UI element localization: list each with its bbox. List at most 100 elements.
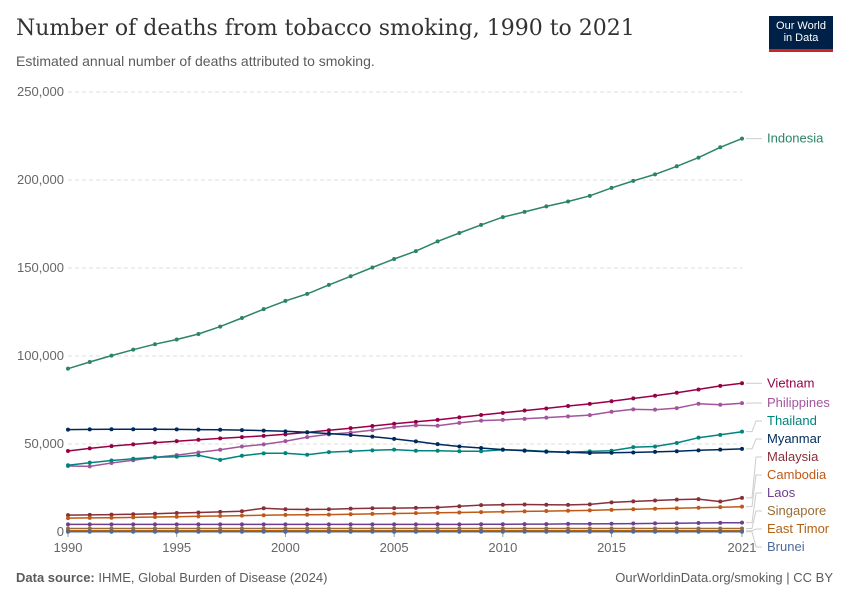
data-point-myanmar[interactable]	[283, 429, 288, 434]
data-point-malaysia[interactable]	[479, 503, 484, 508]
data-point-malaysia[interactable]	[131, 512, 136, 517]
data-point-cambodia[interactable]	[283, 512, 288, 517]
data-point-indonesia[interactable]	[609, 185, 614, 190]
data-point-myanmar[interactable]	[261, 428, 266, 433]
data-point-indonesia[interactable]	[674, 164, 679, 169]
data-point-malaysia[interactable]	[261, 506, 266, 511]
data-point-brunei[interactable]	[283, 529, 288, 534]
data-point-myanmar[interactable]	[457, 444, 462, 449]
data-point-indonesia[interactable]	[152, 342, 157, 347]
data-point-indonesia[interactable]	[479, 222, 484, 227]
data-point-philippines[interactable]	[413, 423, 418, 428]
series-label-philippines[interactable]: Philippines	[767, 395, 830, 410]
data-point-vietnam[interactable]	[348, 426, 353, 431]
data-point-cambodia[interactable]	[239, 513, 244, 518]
data-point-philippines[interactable]	[435, 423, 440, 428]
data-point-vietnam[interactable]	[696, 387, 701, 392]
data-point-myanmar[interactable]	[479, 446, 484, 451]
data-point-cambodia[interactable]	[696, 505, 701, 510]
data-point-philippines[interactable]	[696, 401, 701, 406]
credit-link[interactable]: OurWorldinData.org/smoking | CC BY	[615, 570, 833, 585]
data-point-malaysia[interactable]	[174, 510, 179, 515]
data-point-laos[interactable]	[326, 522, 331, 527]
data-point-cambodia[interactable]	[305, 512, 310, 517]
data-point-vietnam[interactable]	[239, 435, 244, 440]
data-point-malaysia[interactable]	[674, 497, 679, 502]
data-point-brunei[interactable]	[500, 529, 505, 534]
data-point-indonesia[interactable]	[544, 204, 549, 209]
data-point-philippines[interactable]	[196, 450, 201, 455]
data-point-cambodia[interactable]	[326, 512, 331, 517]
data-point-myanmar[interactable]	[152, 427, 157, 432]
data-point-brunei[interactable]	[413, 529, 418, 534]
data-point-thailand[interactable]	[370, 448, 375, 453]
data-point-cambodia[interactable]	[587, 508, 592, 513]
data-point-thailand[interactable]	[131, 456, 136, 461]
series-label-indonesia[interactable]: Indonesia	[767, 131, 824, 146]
data-point-vietnam[interactable]	[283, 432, 288, 437]
data-point-brunei[interactable]	[152, 529, 157, 534]
data-point-vietnam[interactable]	[609, 399, 614, 404]
data-point-vietnam[interactable]	[326, 428, 331, 433]
data-point-brunei[interactable]	[653, 529, 658, 534]
data-point-myanmar[interactable]	[131, 427, 136, 432]
data-point-vietnam[interactable]	[631, 396, 636, 401]
data-point-malaysia[interactable]	[218, 509, 223, 514]
data-point-laos[interactable]	[457, 522, 462, 527]
data-point-brunei[interactable]	[326, 529, 331, 534]
data-point-myanmar[interactable]	[566, 450, 571, 455]
data-point-cambodia[interactable]	[370, 511, 375, 516]
data-point-vietnam[interactable]	[718, 383, 723, 388]
data-point-cambodia[interactable]	[653, 506, 658, 511]
data-point-laos[interactable]	[696, 521, 701, 526]
data-point-myanmar[interactable]	[174, 427, 179, 432]
data-point-laos[interactable]	[196, 522, 201, 527]
data-point-myanmar[interactable]	[218, 427, 223, 432]
data-point-cambodia[interactable]	[66, 516, 70, 521]
data-point-vietnam[interactable]	[479, 412, 484, 417]
data-point-philippines[interactable]	[522, 416, 527, 421]
data-point-thailand[interactable]	[218, 457, 223, 462]
data-point-laos[interactable]	[587, 521, 592, 526]
data-point-malaysia[interactable]	[392, 506, 397, 511]
data-point-malaysia[interactable]	[696, 497, 701, 502]
data-point-brunei[interactable]	[587, 529, 592, 534]
data-point-myanmar[interactable]	[544, 449, 549, 454]
data-point-vietnam[interactable]	[218, 436, 223, 441]
source-text[interactable]: IHME, Global Burden of Disease (2024)	[98, 570, 328, 585]
data-point-indonesia[interactable]	[566, 199, 571, 204]
data-point-brunei[interactable]	[131, 529, 136, 534]
data-point-brunei[interactable]	[261, 529, 266, 534]
series-label-east-timor[interactable]: East Timor	[767, 521, 830, 536]
data-point-myanmar[interactable]	[66, 427, 70, 432]
data-point-malaysia[interactable]	[326, 507, 331, 512]
data-point-malaysia[interactable]	[566, 502, 571, 507]
data-point-philippines[interactable]	[239, 444, 244, 449]
data-point-vietnam[interactable]	[544, 406, 549, 411]
data-point-malaysia[interactable]	[457, 504, 462, 509]
data-point-brunei[interactable]	[674, 529, 679, 534]
data-point-malaysia[interactable]	[500, 502, 505, 507]
data-point-malaysia[interactable]	[109, 512, 114, 517]
data-point-indonesia[interactable]	[348, 274, 353, 279]
data-point-malaysia[interactable]	[718, 499, 723, 504]
data-point-myanmar[interactable]	[696, 448, 701, 453]
data-point-philippines[interactable]	[674, 406, 679, 411]
data-point-cambodia[interactable]	[457, 510, 462, 515]
data-point-laos[interactable]	[631, 521, 636, 526]
data-point-vietnam[interactable]	[587, 401, 592, 406]
data-point-thailand[interactable]	[479, 449, 484, 454]
data-point-brunei[interactable]	[522, 529, 527, 534]
data-point-laos[interactable]	[152, 522, 157, 527]
data-point-malaysia[interactable]	[239, 509, 244, 514]
data-point-laos[interactable]	[174, 522, 179, 527]
data-point-brunei[interactable]	[239, 529, 244, 534]
data-point-vietnam[interactable]	[174, 439, 179, 444]
data-point-cambodia[interactable]	[500, 509, 505, 514]
data-point-vietnam[interactable]	[152, 440, 157, 445]
data-point-malaysia[interactable]	[631, 499, 636, 504]
data-point-myanmar[interactable]	[109, 427, 114, 432]
data-point-cambodia[interactable]	[718, 505, 723, 510]
data-point-malaysia[interactable]	[196, 510, 201, 515]
data-point-vietnam[interactable]	[653, 393, 658, 398]
